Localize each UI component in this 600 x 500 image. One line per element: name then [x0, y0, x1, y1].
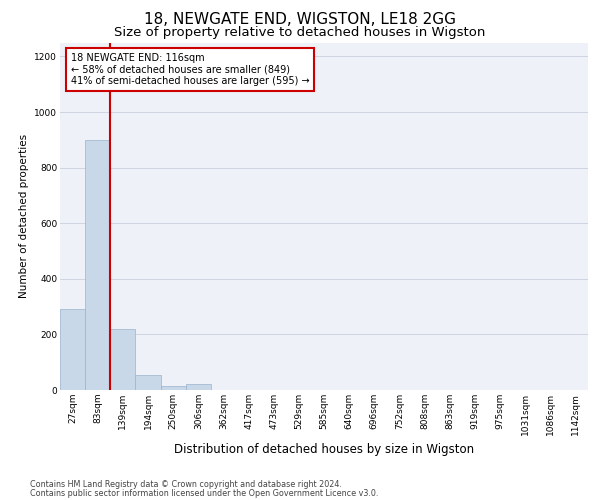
Bar [60, 310, 85, 390]
Text: 18, NEWGATE END, WIGSTON, LE18 2GG: 18, NEWGATE END, WIGSTON, LE18 2GG [144, 12, 456, 28]
Text: Contains HM Land Registry data © Crown copyright and database right 2024.: Contains HM Land Registry data © Crown c… [30, 480, 342, 489]
Bar [136, 374, 161, 390]
Text: Size of property relative to detached houses in Wigston: Size of property relative to detached ho… [115, 26, 485, 39]
Bar [161, 386, 186, 390]
Bar [85, 140, 110, 390]
Text: 18 NEWGATE END: 116sqm
← 58% of detached houses are smaller (849)
41% of semi-de: 18 NEWGATE END: 116sqm ← 58% of detached… [71, 53, 309, 86]
Text: Contains public sector information licensed under the Open Government Licence v3: Contains public sector information licen… [30, 489, 379, 498]
Bar [186, 384, 211, 390]
Bar [110, 329, 136, 390]
X-axis label: Distribution of detached houses by size in Wigston: Distribution of detached houses by size … [174, 443, 474, 456]
Y-axis label: Number of detached properties: Number of detached properties [19, 134, 29, 298]
